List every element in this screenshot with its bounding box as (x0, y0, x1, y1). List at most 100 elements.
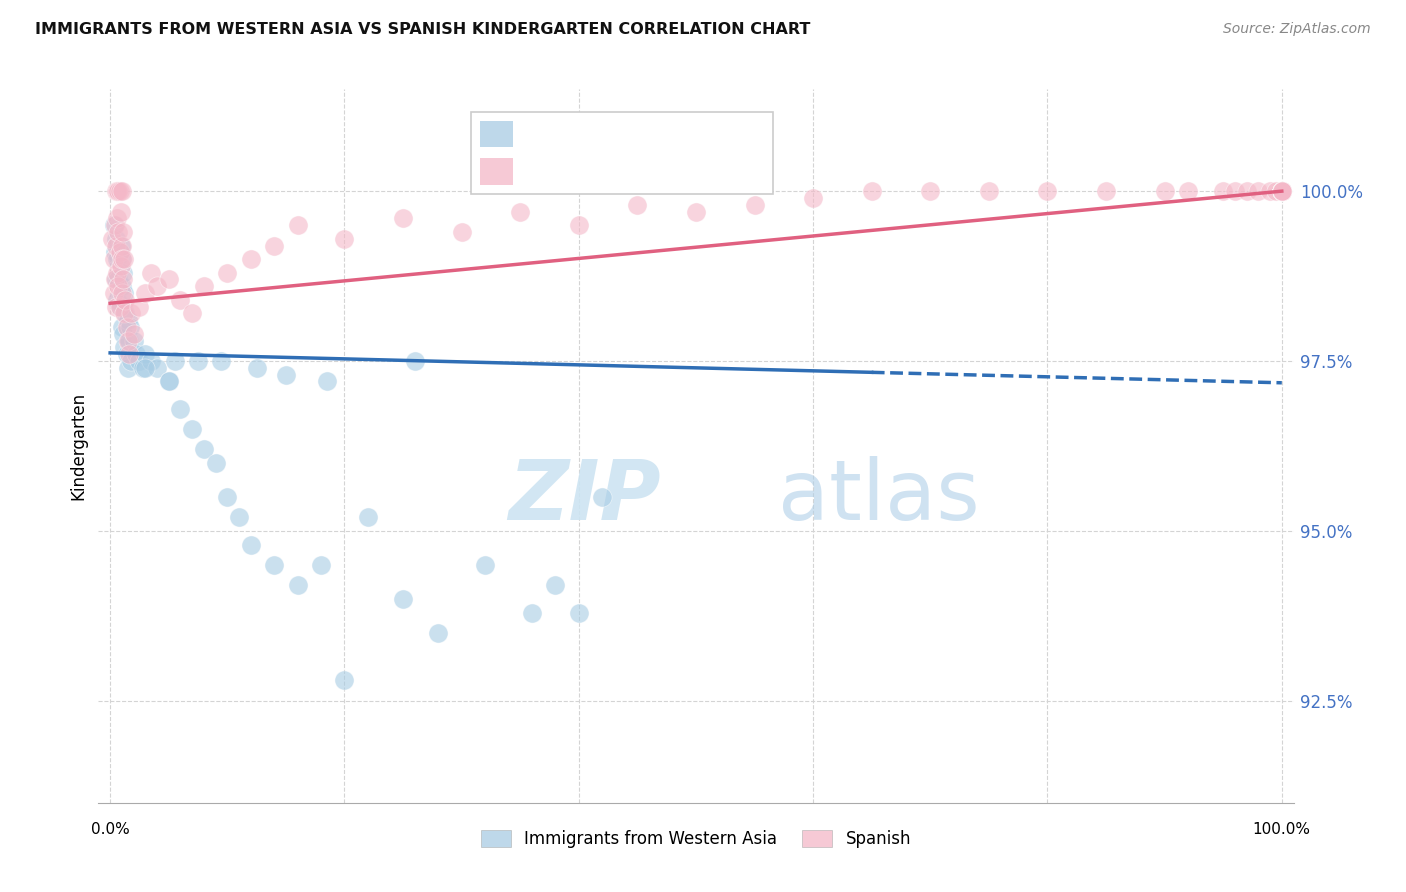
Point (509, 204, 531, 219)
Point (105, 252, 128, 266)
Point (1271, 184, 1294, 198)
Point (1258, 184, 1281, 198)
Point (228, 510, 250, 524)
Point (117, 334, 139, 348)
Point (591, 490, 613, 504)
Point (111, 252, 134, 266)
Point (626, 198, 648, 212)
Point (157, 272, 180, 286)
Point (1271, 184, 1294, 198)
Point (287, 578, 309, 592)
Point (128, 300, 150, 314)
Point (115, 320, 138, 334)
Point (187, 354, 209, 368)
Point (1271, 184, 1294, 198)
Text: -0.035: -0.035 (571, 125, 633, 143)
Point (1271, 184, 1294, 198)
Point (112, 306, 135, 320)
Point (263, 558, 285, 572)
Point (134, 286, 156, 301)
Point (108, 245, 131, 260)
Point (111, 252, 134, 266)
Point (1271, 184, 1294, 198)
Point (1271, 184, 1294, 198)
Point (117, 313, 139, 327)
Point (107, 225, 129, 239)
Point (474, 558, 496, 572)
Point (392, 211, 415, 226)
Point (520, 606, 543, 620)
Point (111, 279, 134, 293)
Text: N =: N = (644, 162, 682, 180)
Point (105, 211, 128, 226)
Point (108, 245, 131, 260)
Point (103, 218, 125, 232)
Point (118, 347, 141, 361)
Point (101, 232, 124, 246)
Point (132, 360, 155, 375)
Point (239, 537, 262, 551)
Point (118, 334, 141, 348)
Legend: Immigrants from Western Asia, Spanish: Immigrants from Western Asia, Spanish (474, 823, 918, 855)
Text: 99: 99 (689, 162, 713, 180)
Point (1271, 184, 1294, 198)
Y-axis label: Kindergarten: Kindergarten (69, 392, 87, 500)
Point (801, 191, 824, 205)
Point (105, 184, 128, 198)
Point (333, 232, 356, 246)
Point (157, 375, 180, 389)
Point (114, 306, 136, 320)
Text: 100.0%: 100.0% (1253, 822, 1310, 837)
Text: N =: N = (644, 125, 682, 143)
Point (125, 347, 148, 361)
Point (111, 184, 134, 198)
Point (120, 320, 142, 334)
Point (217, 490, 239, 504)
Point (103, 252, 125, 266)
Point (1271, 184, 1294, 198)
Point (112, 286, 135, 301)
Point (287, 218, 309, 232)
Point (1271, 184, 1294, 198)
Point (1271, 184, 1294, 198)
Point (110, 259, 132, 273)
Point (115, 347, 138, 361)
Point (392, 591, 415, 606)
Text: IMMIGRANTS FROM WESTERN ASIA VS SPANISH KINDERGARTEN CORRELATION CHART: IMMIGRANTS FROM WESTERN ASIA VS SPANISH … (35, 22, 810, 37)
Point (568, 218, 591, 232)
Point (1271, 184, 1294, 198)
Point (1271, 184, 1294, 198)
Point (204, 456, 226, 470)
Text: 0.584: 0.584 (571, 162, 626, 180)
Point (193, 279, 215, 293)
Point (1271, 184, 1294, 198)
Point (309, 558, 332, 572)
Point (1271, 184, 1294, 198)
Point (112, 225, 135, 239)
Point (107, 279, 129, 293)
Point (104, 245, 127, 260)
Point (1271, 184, 1294, 198)
Point (108, 300, 131, 314)
Point (315, 375, 337, 389)
Point (274, 368, 297, 382)
Point (744, 198, 766, 212)
Text: atlas: atlas (778, 457, 980, 538)
Bar (479, 158, 513, 185)
Point (1212, 184, 1234, 198)
Point (134, 360, 156, 375)
Point (357, 510, 380, 524)
Point (1271, 184, 1294, 198)
Text: ZIP: ZIP (509, 457, 661, 538)
Point (1265, 184, 1288, 198)
Point (1271, 184, 1294, 198)
Point (1271, 184, 1294, 198)
Point (120, 354, 142, 368)
Point (1271, 184, 1294, 198)
Point (1036, 184, 1059, 198)
Point (107, 184, 129, 198)
Point (450, 225, 472, 239)
Point (112, 341, 135, 355)
Text: R =: R = (523, 125, 560, 143)
Text: 60: 60 (689, 125, 713, 143)
